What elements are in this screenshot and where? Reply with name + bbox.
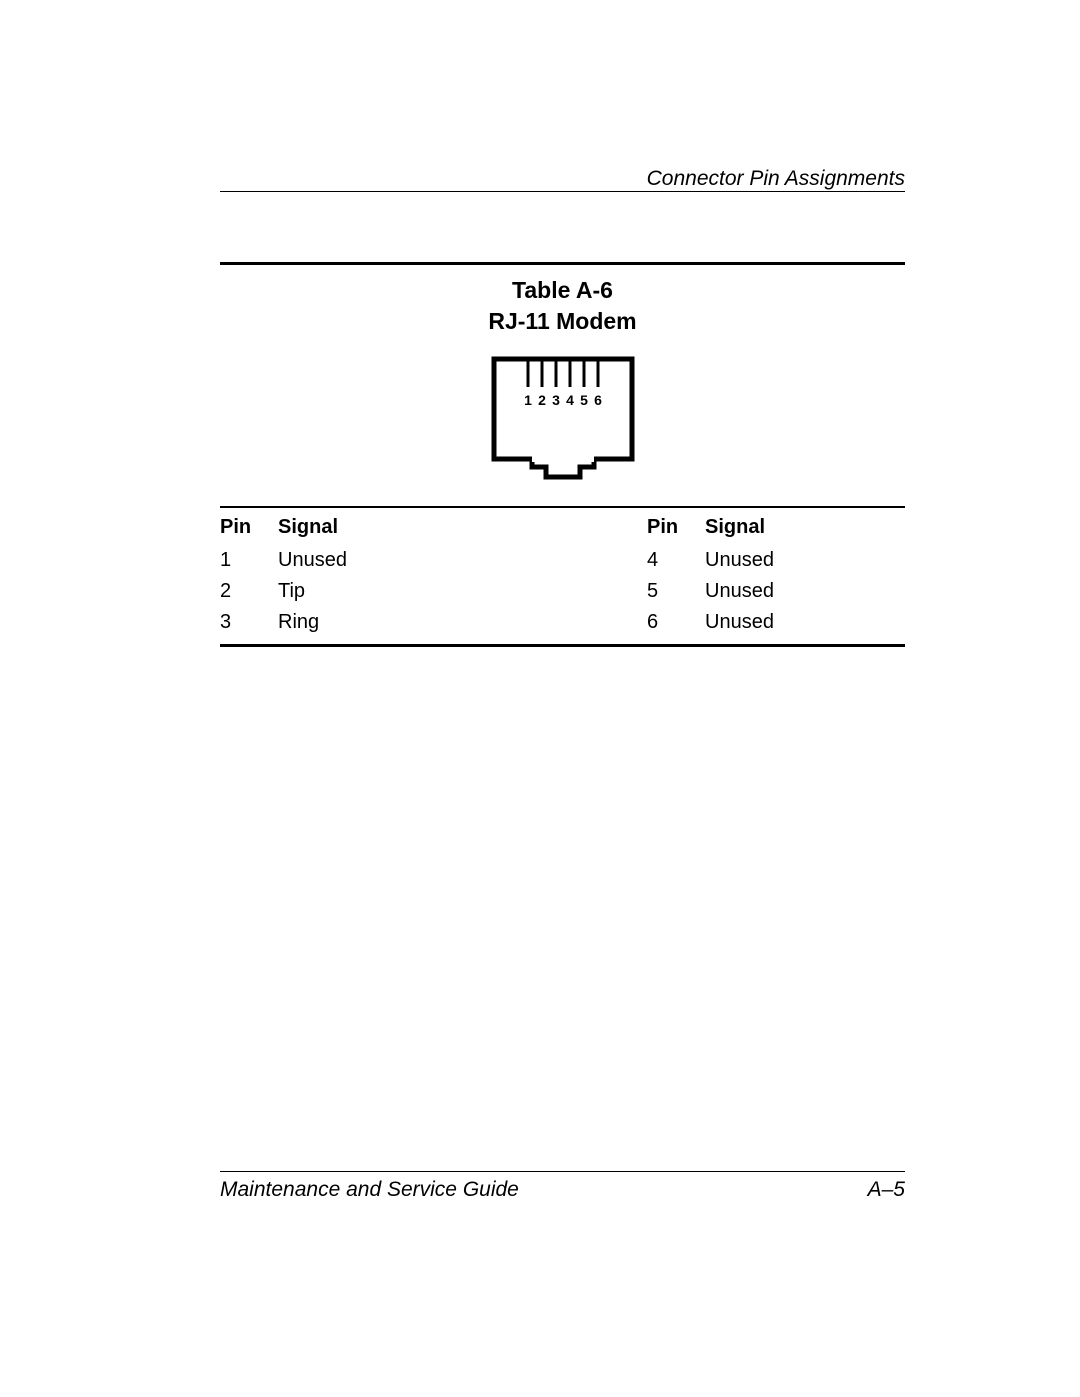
table-name: RJ-11 Modem: [488, 308, 636, 334]
header-rule: [220, 191, 905, 192]
connector-diagram: 1 2 3 4 5 6: [220, 353, 905, 488]
svg-text:3: 3: [552, 392, 560, 408]
cell-pin: 4: [647, 545, 705, 576]
cell-pin: 2: [220, 576, 278, 607]
svg-text:5: 5: [580, 392, 588, 408]
cell-signal: Tip: [278, 576, 647, 607]
table-row: 3 Ring 6 Unused: [220, 607, 905, 638]
footer-page-number: A–5: [868, 1178, 905, 1202]
cell-signal: Unused: [705, 576, 905, 607]
cell-pin: 6: [647, 607, 705, 638]
svg-text:6: 6: [594, 392, 602, 408]
table-header-rule: [220, 506, 905, 508]
content-area: Table A-6 RJ-11 Modem 1 2: [220, 262, 905, 647]
table-header-row: Pin Signal Pin Signal: [220, 512, 905, 545]
cell-signal: Ring: [278, 607, 647, 638]
cell-pin: 1: [220, 545, 278, 576]
table-bottom-rule: [220, 644, 905, 647]
footer-doc-title: Maintenance and Service Guide: [220, 1178, 519, 1202]
cell-pin: 3: [220, 607, 278, 638]
svg-text:2: 2: [538, 392, 546, 408]
cell-pin: 5: [647, 576, 705, 607]
pin-signal-table: Pin Signal Pin Signal 1 Unused 4 Unused …: [220, 512, 905, 638]
svg-text:1: 1: [524, 392, 532, 408]
table-row: 2 Tip 5 Unused: [220, 576, 905, 607]
page-footer: Maintenance and Service Guide A–5: [220, 1171, 905, 1202]
cell-signal: Unused: [278, 545, 647, 576]
rj11-icon: 1 2 3 4 5 6: [488, 353, 638, 483]
table-top-rule: [220, 262, 905, 265]
cell-signal: Unused: [705, 545, 905, 576]
running-header: Connector Pin Assignments: [220, 167, 905, 191]
table-row: 1 Unused 4 Unused: [220, 545, 905, 576]
table-number: Table A-6: [512, 277, 613, 303]
cell-signal: Unused: [705, 607, 905, 638]
col-header-signal-right: Signal: [705, 512, 905, 545]
col-header-pin-right: Pin: [647, 512, 705, 545]
svg-text:4: 4: [566, 392, 574, 408]
col-header-signal-left: Signal: [278, 512, 647, 545]
footer-rule: [220, 1171, 905, 1172]
document-page: Connector Pin Assignments Table A-6 RJ-1…: [0, 0, 1080, 1397]
table-title: Table A-6 RJ-11 Modem: [220, 275, 905, 337]
col-header-pin-left: Pin: [220, 512, 278, 545]
